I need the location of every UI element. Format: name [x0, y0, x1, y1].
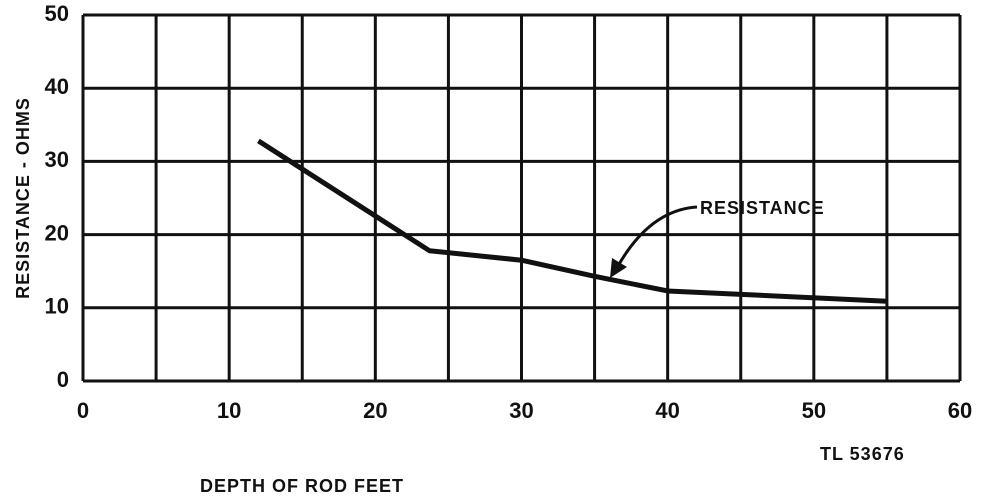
x-tick-label: 60 — [948, 398, 972, 423]
y-tick-label: 40 — [45, 74, 69, 99]
y-tick-label: 30 — [45, 147, 69, 172]
x-tick-label: 40 — [655, 398, 679, 423]
y-tick-label: 0 — [57, 367, 69, 392]
series-label: RESISTANCE — [700, 198, 825, 218]
y-tick-label: 10 — [45, 294, 69, 319]
annotation-arrowhead — [610, 258, 627, 278]
x-tick-label: 20 — [363, 398, 387, 423]
data-line — [257, 138, 888, 304]
y-tick-label: 20 — [45, 220, 69, 245]
x-tick-label: 50 — [802, 398, 826, 423]
annotation-arrow — [616, 205, 698, 267]
y-tick-label: 50 — [45, 1, 69, 26]
x-tick-label: 30 — [509, 398, 533, 423]
y-axis-label: RESISTANCE - OHMS — [13, 97, 33, 299]
x-tick-label: 10 — [217, 398, 241, 423]
x-tick-label: 0 — [77, 398, 89, 423]
figure-id: TL 53676 — [820, 444, 905, 464]
x-axis-label: DEPTH OF ROD FEET — [200, 476, 404, 496]
